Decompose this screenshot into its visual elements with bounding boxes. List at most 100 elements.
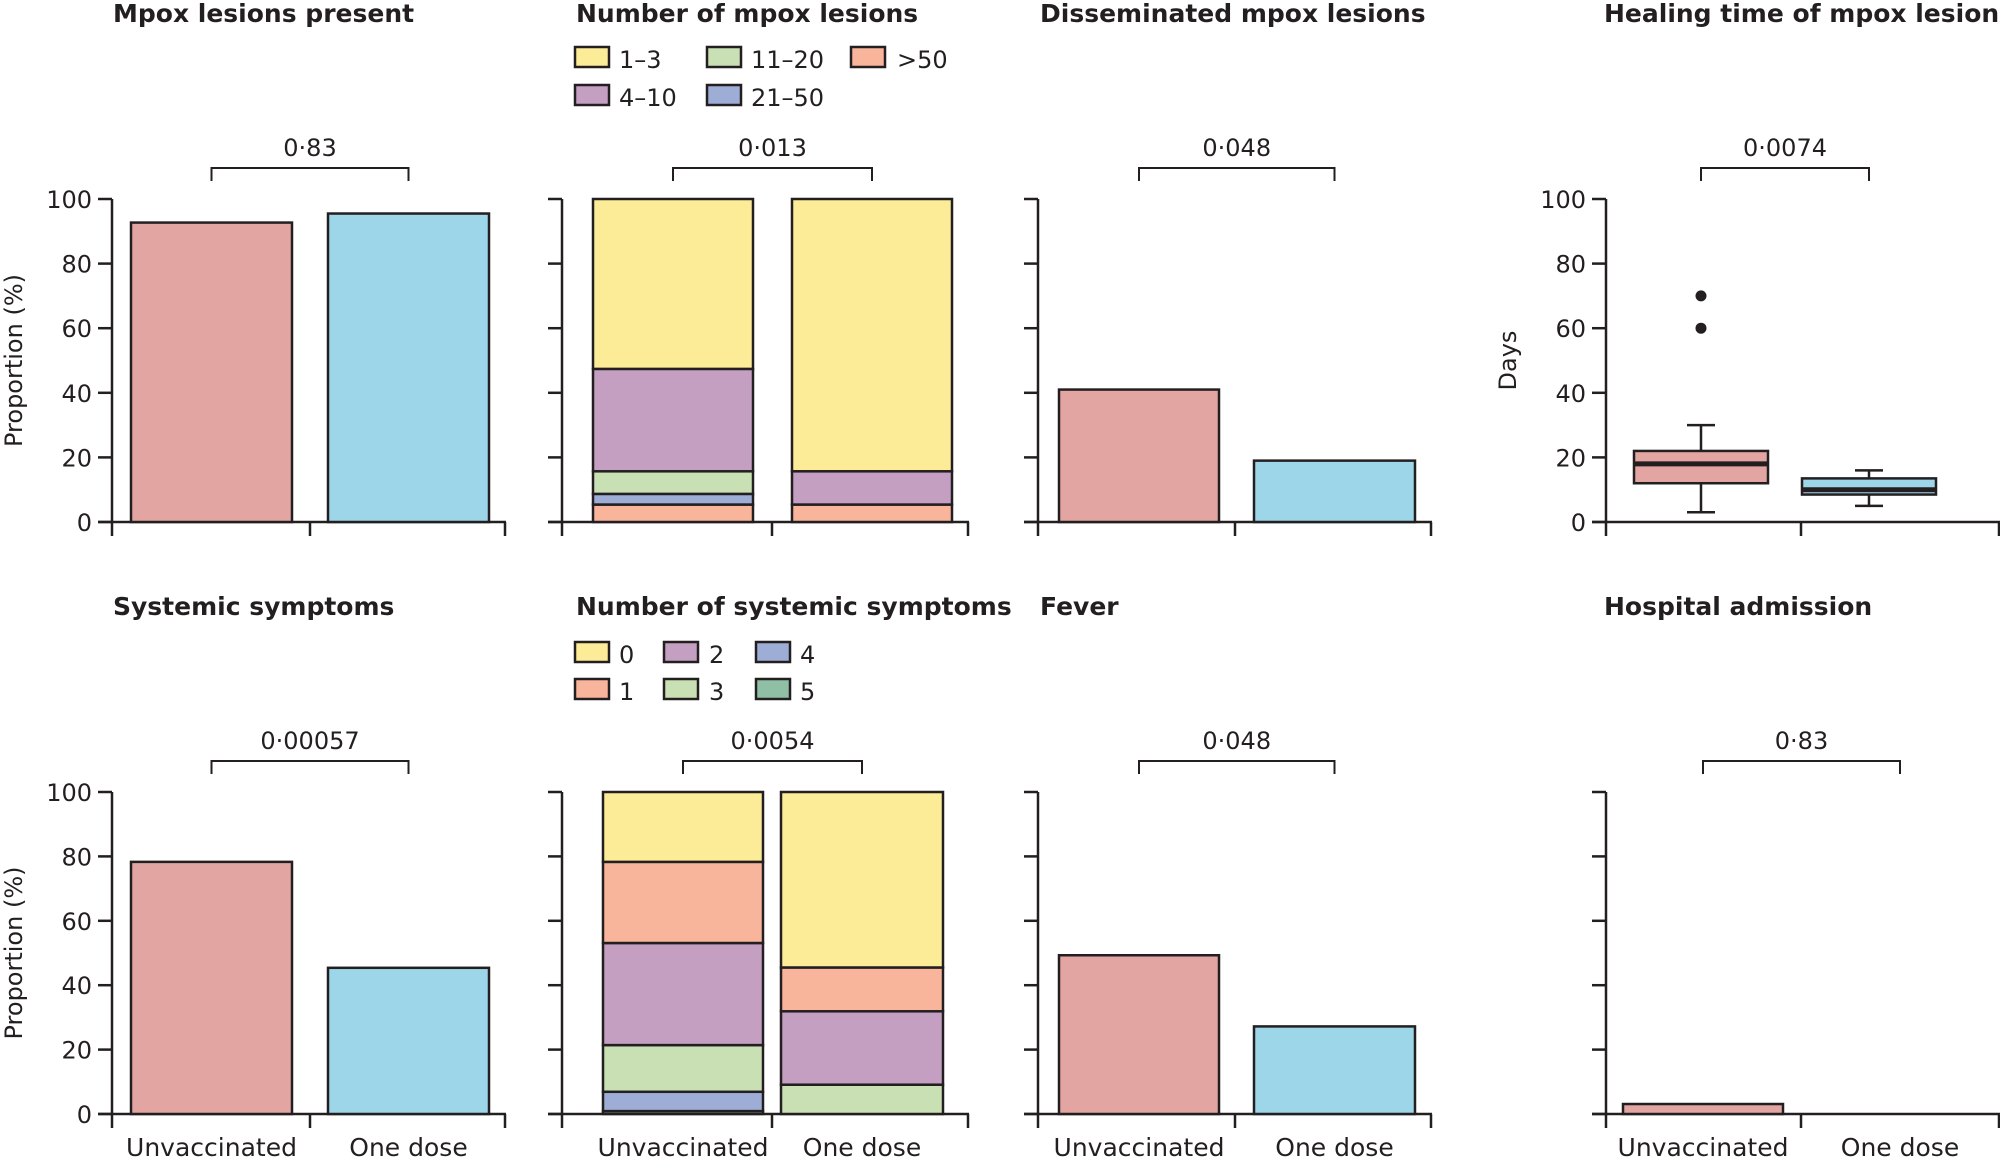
- stack-segment-3: [779, 1083, 945, 1116]
- legend-swatch: [662, 640, 700, 664]
- x-tick-label: One dose: [1841, 1133, 1959, 1157]
- legend-label: 21–50: [751, 84, 824, 112]
- box-iqr: [1632, 449, 1770, 485]
- p-value-label: 0·013: [738, 134, 807, 162]
- y-axis-label: Days: [1494, 331, 1522, 391]
- stack-segment-4-10: [790, 470, 954, 506]
- significance-bracket: [1702, 760, 1901, 774]
- stack-segment-1: [601, 860, 765, 945]
- legend-swatch: [573, 83, 611, 107]
- legend-swatch: [705, 83, 743, 107]
- legend-label: 5: [800, 678, 815, 706]
- p-value-label: 0·048: [1202, 134, 1271, 162]
- panel-title: Mpox lesions present: [113, 0, 414, 28]
- bar-one-dose: [1252, 1025, 1417, 1116]
- y-tick-label: 0: [1571, 509, 1586, 537]
- panel-title: Systemic symptoms: [113, 592, 394, 621]
- y-tick-label: 60: [61, 315, 92, 343]
- bar-unvaccinated: [129, 221, 294, 524]
- bar-one-dose: [326, 966, 491, 1116]
- y-tick-label: 100: [46, 186, 92, 214]
- y-tick-label: 40: [61, 380, 92, 408]
- stack-segment-3: [601, 1043, 765, 1094]
- stack-segment-2: [779, 1010, 945, 1086]
- stack-segment-2: [601, 941, 765, 1047]
- legend-label: 1–3: [619, 46, 662, 74]
- legend-swatch: [849, 45, 887, 69]
- bar-unvaccinated: [1057, 388, 1221, 524]
- y-tick-label: 0: [77, 1101, 92, 1129]
- panel-disseminated-lesions: Disseminated mpox lesions 0·048: [1024, 0, 1433, 536]
- panel-number-of-lesions: Number of mpox lesions 1–3 11–20 >50 4–10 21–…: [548, 0, 970, 536]
- stack-segment-0: [779, 790, 945, 969]
- panel-title: Number of mpox lesions: [576, 0, 918, 28]
- legend-swatch: [754, 677, 792, 701]
- panel-title: Disseminated mpox lesions: [1040, 0, 1426, 28]
- y-tick-label: 20: [1555, 444, 1586, 472]
- panel-title: Number of systemic symptoms: [576, 592, 1012, 621]
- panel-hospital-admission: Hospital admission 0·83 Unvaccinated One do…: [1592, 592, 2000, 1157]
- y-tick-label: 100: [46, 779, 92, 807]
- p-value-label: 0·83: [1775, 727, 1828, 755]
- x-tick-label: Unvaccinated: [1054, 1133, 1225, 1157]
- y-axis-label: Proportion (%): [0, 867, 28, 1040]
- panel-title: Hospital admission: [1604, 592, 1872, 621]
- stack-segment-1: [779, 966, 945, 1013]
- bar-one-dose: [326, 212, 491, 524]
- legend-label: 4–10: [619, 84, 677, 112]
- y-tick-label: 20: [61, 1037, 92, 1065]
- y-axis-label: Proportion (%): [0, 274, 28, 447]
- stack-segment--50: [790, 503, 954, 524]
- stack-segment-1-3: [790, 197, 954, 473]
- stack-segment--50: [591, 503, 755, 524]
- y-tick-label: 60: [1555, 315, 1586, 343]
- x-tick-label: Unvaccinated: [598, 1133, 769, 1157]
- bar-one-dose: [1252, 459, 1417, 524]
- p-value-label: 0·00057: [260, 727, 359, 755]
- bar-unvaccinated: [129, 860, 294, 1116]
- x-tick-label: Unvaccinated: [126, 1133, 297, 1157]
- panel-title: Healing time of mpox lesions: [1604, 0, 2000, 28]
- panel-number-of-systemic-symptoms: Number of systemic symptoms 0 2 4 1 3 5 0·0054 U…: [548, 592, 1012, 1157]
- legend-swatch: [705, 45, 743, 69]
- panel-systemic-symptoms: Systemic symptoms 0 20 40 60 80 100 Proportion …: [0, 592, 507, 1157]
- significance-bracket: [682, 760, 863, 774]
- panel-title: Fever: [1040, 592, 1119, 621]
- p-value-label: 0·83: [283, 134, 336, 162]
- x-tick-label: Unvaccinated: [1618, 1133, 1789, 1157]
- significance-bracket: [1700, 167, 1870, 181]
- significance-bracket: [672, 167, 873, 181]
- stack-segment-21-50: [591, 492, 755, 506]
- x-tick-label: One dose: [349, 1133, 467, 1157]
- legend-swatch: [573, 677, 611, 701]
- legend-label: >50: [897, 46, 948, 74]
- stack-segment-4-10: [591, 367, 755, 473]
- y-tick-label: 0: [77, 509, 92, 537]
- significance-bracket: [210, 167, 410, 181]
- stack-segment-0: [601, 790, 765, 864]
- legend-swatch: [754, 640, 792, 664]
- stack-segment-1-3: [591, 197, 755, 371]
- y-tick-label: 80: [61, 843, 92, 871]
- significance-bracket: [210, 760, 410, 774]
- legend-swatch: [662, 677, 700, 701]
- legend-label: 4: [800, 641, 815, 669]
- p-value-label: 0·048: [1202, 727, 1271, 755]
- panel-lesions-present: Mpox lesions present 0 20 40 60 80 100 Proporti…: [0, 0, 507, 537]
- y-tick-label: 40: [1555, 380, 1586, 408]
- bar-unvaccinated: [1621, 1102, 1785, 1116]
- stack-segment-4: [601, 1090, 765, 1113]
- y-tick-label: 80: [1555, 251, 1586, 279]
- x-tick-label: One dose: [1275, 1133, 1393, 1157]
- legend-label: 11–20: [751, 46, 824, 74]
- stack-segment-11-20: [591, 470, 755, 496]
- legend-label: 3: [709, 678, 724, 706]
- panel-healing-time: Healing time of mpox lesions 0 20 40 60 80 100…: [1494, 0, 2000, 537]
- y-tick-label: 80: [61, 251, 92, 279]
- y-tick-label: 100: [1540, 186, 1586, 214]
- y-tick-label: 40: [61, 972, 92, 1000]
- x-tick-label: One dose: [803, 1133, 921, 1157]
- legend-label: 1: [619, 678, 634, 706]
- y-tick-label: 20: [61, 444, 92, 472]
